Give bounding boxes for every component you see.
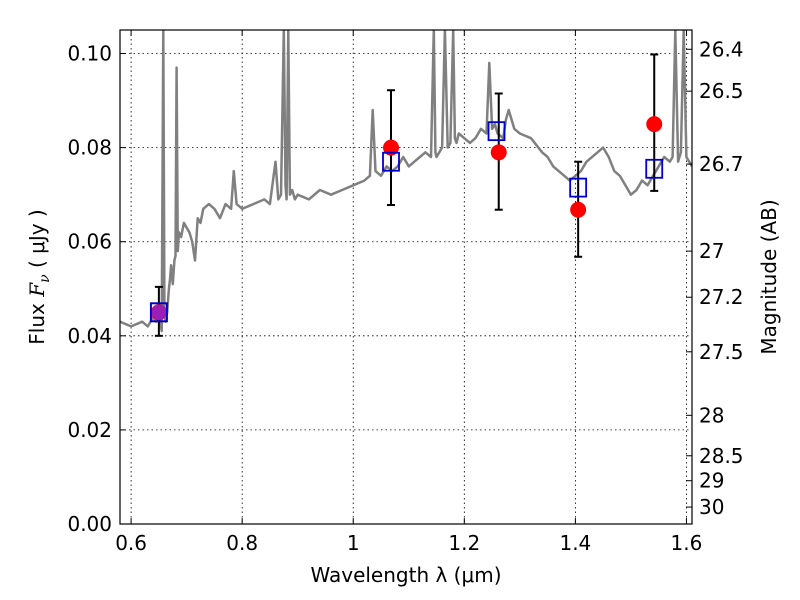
observed-point — [570, 201, 587, 218]
y-tick-label: 0.08 — [67, 136, 112, 160]
y2-tick-label: 26.5 — [699, 79, 744, 103]
y-axis-label-post: ( μJy ) — [25, 209, 49, 274]
y-tick-label: 0.06 — [67, 230, 112, 254]
y2-tick-label: 27.2 — [699, 285, 744, 309]
model-square — [382, 151, 400, 172]
x-tick-label: 1.2 — [448, 531, 480, 555]
error-bars — [149, 53, 664, 337]
y-axis-label: Flux Fν ( μJy ) — [25, 209, 53, 344]
plot-frame — [119, 29, 693, 525]
plot-area — [120, 30, 692, 333]
y-axis-label-var: F — [25, 282, 49, 298]
model-square — [569, 177, 588, 198]
spectrum-line — [120, 30, 692, 333]
y2-tick-label: 26.7 — [699, 152, 744, 176]
y2-axis-label: Magnitude (AB) — [757, 199, 781, 354]
y2-tick-label: 28 — [699, 403, 724, 427]
observed-point — [646, 116, 663, 133]
model-square-overlap — [149, 302, 168, 323]
model-square — [645, 158, 664, 179]
grid — [120, 30, 692, 525]
x-tick-label: 1.4 — [559, 531, 591, 555]
x-tick-label: 1.6 — [671, 531, 703, 555]
y-tick-label: 0.00 — [67, 512, 112, 536]
y2-tick-label: 29 — [699, 469, 724, 493]
x-tick-label: 1 — [347, 531, 360, 555]
x-tick-label: 0.6 — [115, 531, 147, 555]
y-tick-label: 0.10 — [67, 42, 112, 66]
y2-tick-label: 28.5 — [699, 444, 744, 468]
y-axis-label-sub: ν — [37, 274, 53, 283]
axis-ticks: 0.6 0.8 1 1.2 1.4 1.6 0.00 0.02 0.04 0.06 0.08 0.10… — [67, 30, 744, 555]
observed-point-overlap — [151, 304, 167, 320]
x-axis-label: Wavelength λ (μm) — [310, 563, 501, 587]
y2-tick-label: 30 — [699, 495, 724, 519]
y-axis-label-pre: Flux — [25, 297, 49, 345]
model-square — [487, 121, 506, 142]
x-tick-label: 0.8 — [226, 531, 258, 555]
y-tick-label: 0.02 — [67, 418, 112, 442]
y2-tick-label: 26.4 — [699, 37, 744, 61]
y2-tick-label: 27 — [699, 239, 724, 263]
y-tick-label: 0.04 — [67, 324, 112, 348]
observed-point — [490, 144, 507, 161]
observed-point — [383, 139, 400, 156]
y2-tick-label: 27.5 — [699, 340, 744, 364]
